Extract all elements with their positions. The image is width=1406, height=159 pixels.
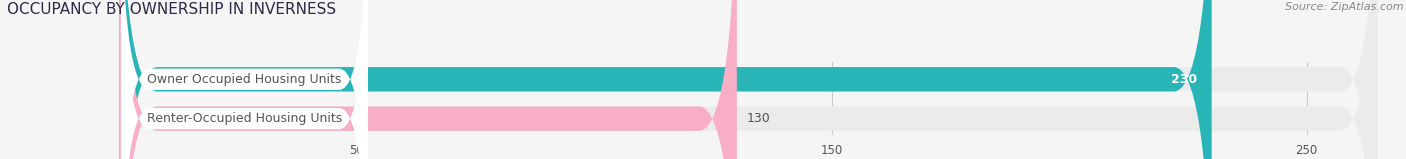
FancyBboxPatch shape	[120, 0, 1378, 159]
Text: 130: 130	[747, 112, 770, 125]
Text: OCCUPANCY BY OWNERSHIP IN INVERNESS: OCCUPANCY BY OWNERSHIP IN INVERNESS	[7, 2, 336, 17]
FancyBboxPatch shape	[121, 0, 368, 159]
Text: Source: ZipAtlas.com: Source: ZipAtlas.com	[1285, 2, 1403, 12]
Text: 230: 230	[1171, 73, 1198, 86]
FancyBboxPatch shape	[120, 0, 1378, 159]
FancyBboxPatch shape	[120, 0, 737, 159]
FancyBboxPatch shape	[120, 0, 1212, 159]
Text: Owner Occupied Housing Units: Owner Occupied Housing Units	[148, 73, 342, 86]
FancyBboxPatch shape	[121, 0, 368, 159]
Text: Renter-Occupied Housing Units: Renter-Occupied Housing Units	[146, 112, 342, 125]
